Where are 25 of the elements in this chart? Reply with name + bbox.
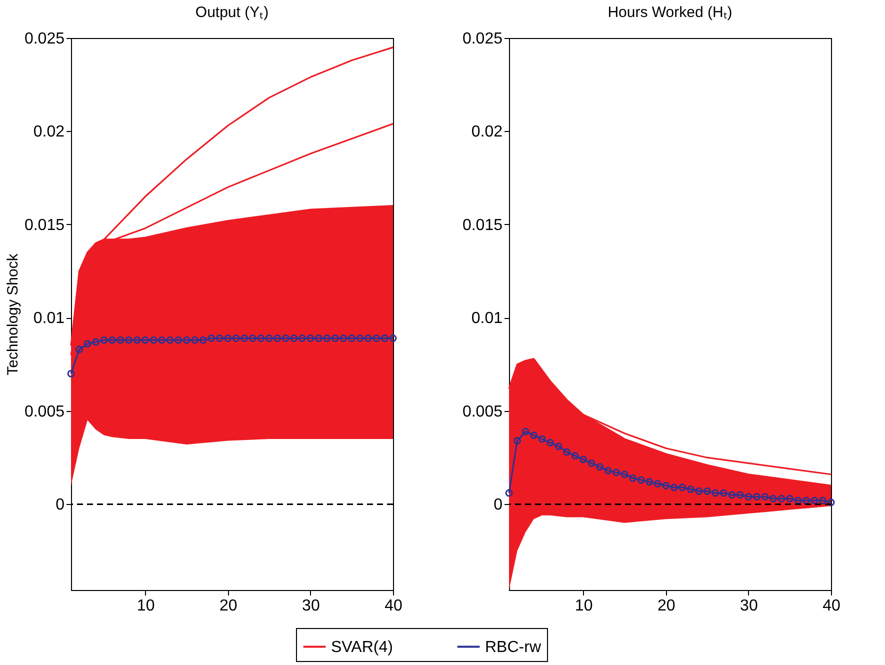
y-tick-label: 0.005 [24,403,65,420]
y-tick-label: 0.02 [33,124,65,141]
y-tick-label: 0.02 [471,124,503,141]
y-tick-label: 0 [56,496,65,514]
y-axis-title: Technology Shock [4,253,22,376]
x-tick-label: 10 [136,598,155,614]
x-tick-label: 30 [740,598,758,614]
y-tick-label: 0.025 [462,30,503,48]
y-tick-label: 0.025 [24,30,65,48]
x-tick-label: 40 [384,598,402,614]
y-tick-label: 0.01 [471,310,503,328]
x-tick-label: 30 [302,598,320,614]
x-tick-label: 10 [574,598,593,614]
x-tick-label: 20 [657,598,676,614]
x-tick-label: 40 [822,598,840,614]
y-tick-label: 0.015 [24,216,65,234]
y-tick-label: 0.005 [462,403,503,420]
y-tick-label: 0.015 [462,216,503,234]
y-tick-label: 0.01 [33,310,65,328]
y-tick-label: 0 [494,496,503,514]
legend-label: SVAR(4) [331,638,393,656]
chart-title: Output (Yₜ) [195,4,269,21]
x-tick-label: 20 [219,598,238,614]
legend-label: RBC-rw [485,638,542,656]
chart-title: Hours Worked (Hₜ) [608,4,732,21]
